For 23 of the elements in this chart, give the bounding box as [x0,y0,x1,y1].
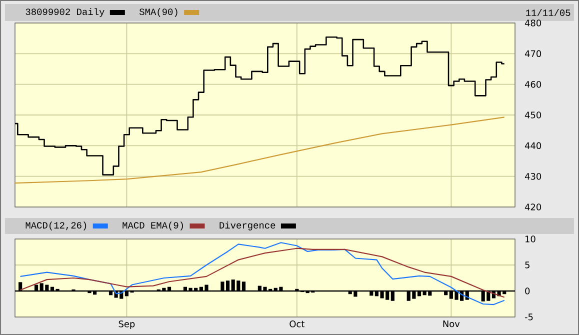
line-series [15,116,505,184]
x-tick-label: Oct [290,320,304,328]
y-tick-label: 450 [524,112,542,118]
y-tick-label: -5 [524,314,533,320]
text: 11/11/05 [526,9,570,16]
y-tick-label: 460 [524,80,542,88]
legend-label: MACD EMA(9) [122,222,183,230]
y-tick-label: 430 [524,172,542,180]
y-tick-label: 480 [524,20,542,26]
y-tick-label: 440 [524,142,542,150]
line-series [20,242,505,306]
x-tick-label: Sep [118,320,135,330]
legend-label: SMA(90) [139,8,178,17]
legend-label: Divergence [220,222,276,230]
y-tick-label: 420 [524,204,542,210]
line-series [20,248,505,298]
legend-label: MACD(12,26) [26,222,86,230]
y-tick-label: 10 [526,236,536,242]
x-tick-label: Nov [443,320,460,328]
y-tick-label: 470 [524,50,542,58]
y-tick-label: 5 [525,262,530,268]
y-tick-label: 0 [525,288,530,294]
legend-label: 38099902 Daily [26,8,104,17]
